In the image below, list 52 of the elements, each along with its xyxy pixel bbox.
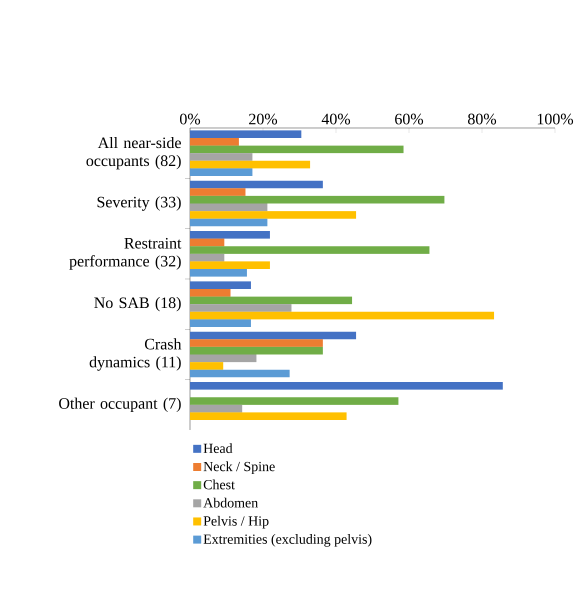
x-tick-label: 80% bbox=[468, 114, 496, 124]
bar bbox=[190, 404, 242, 412]
y-tick-label: All near-side occupants (82) bbox=[86, 136, 181, 170]
y-tick-label: Severity (33) bbox=[98, 196, 181, 211]
bar bbox=[190, 269, 247, 277]
bar bbox=[190, 188, 246, 196]
bar bbox=[190, 238, 224, 246]
bar bbox=[190, 231, 270, 239]
bar bbox=[190, 354, 256, 362]
bar bbox=[190, 203, 268, 212]
bar bbox=[190, 254, 224, 262]
legend-label: Neck / Spine bbox=[204, 461, 275, 474]
bar bbox=[190, 130, 302, 138]
bar bbox=[190, 346, 323, 354]
bar bbox=[190, 370, 290, 378]
bar bbox=[190, 196, 444, 204]
bar bbox=[190, 397, 398, 405]
legend-label: Extremities (excluding pelvis) bbox=[204, 534, 372, 547]
bar bbox=[190, 168, 252, 176]
bar bbox=[190, 218, 268, 226]
bar bbox=[190, 312, 494, 320]
bar bbox=[190, 146, 404, 154]
bar bbox=[190, 138, 239, 146]
y-tick-label: Other occupant (7) bbox=[59, 398, 181, 412]
bar bbox=[190, 281, 251, 289]
y-tick-label: Restraint performance (32) bbox=[69, 238, 182, 270]
bar bbox=[190, 246, 430, 254]
legend-label: Pelvis / Hip bbox=[204, 516, 269, 529]
bar bbox=[190, 180, 323, 188]
bar bbox=[190, 319, 251, 327]
y-tick-label: Crash dynamics (11) bbox=[90, 338, 182, 371]
x-tick-label: 40% bbox=[322, 114, 350, 124]
bar bbox=[190, 261, 270, 270]
legend-label: Abdomen bbox=[203, 498, 258, 508]
bar bbox=[190, 339, 323, 347]
legend-label: Head bbox=[204, 443, 232, 454]
bar bbox=[190, 412, 347, 420]
x-tick-label: 100% bbox=[538, 114, 574, 124]
legend-label: Chest bbox=[204, 480, 235, 490]
y-tick-label: No SAB (18) bbox=[94, 296, 181, 312]
bar bbox=[190, 288, 231, 297]
bar bbox=[190, 296, 352, 304]
bar bbox=[190, 332, 356, 340]
bar bbox=[190, 211, 356, 219]
x-tick-label: 60% bbox=[395, 114, 424, 124]
bar bbox=[190, 160, 310, 168]
x-tick-label: 0% bbox=[180, 114, 200, 124]
bar bbox=[190, 304, 292, 312]
bar bbox=[190, 362, 224, 370]
bar bbox=[190, 153, 252, 161]
x-tick-label: 20% bbox=[249, 114, 278, 124]
bar bbox=[190, 382, 503, 390]
